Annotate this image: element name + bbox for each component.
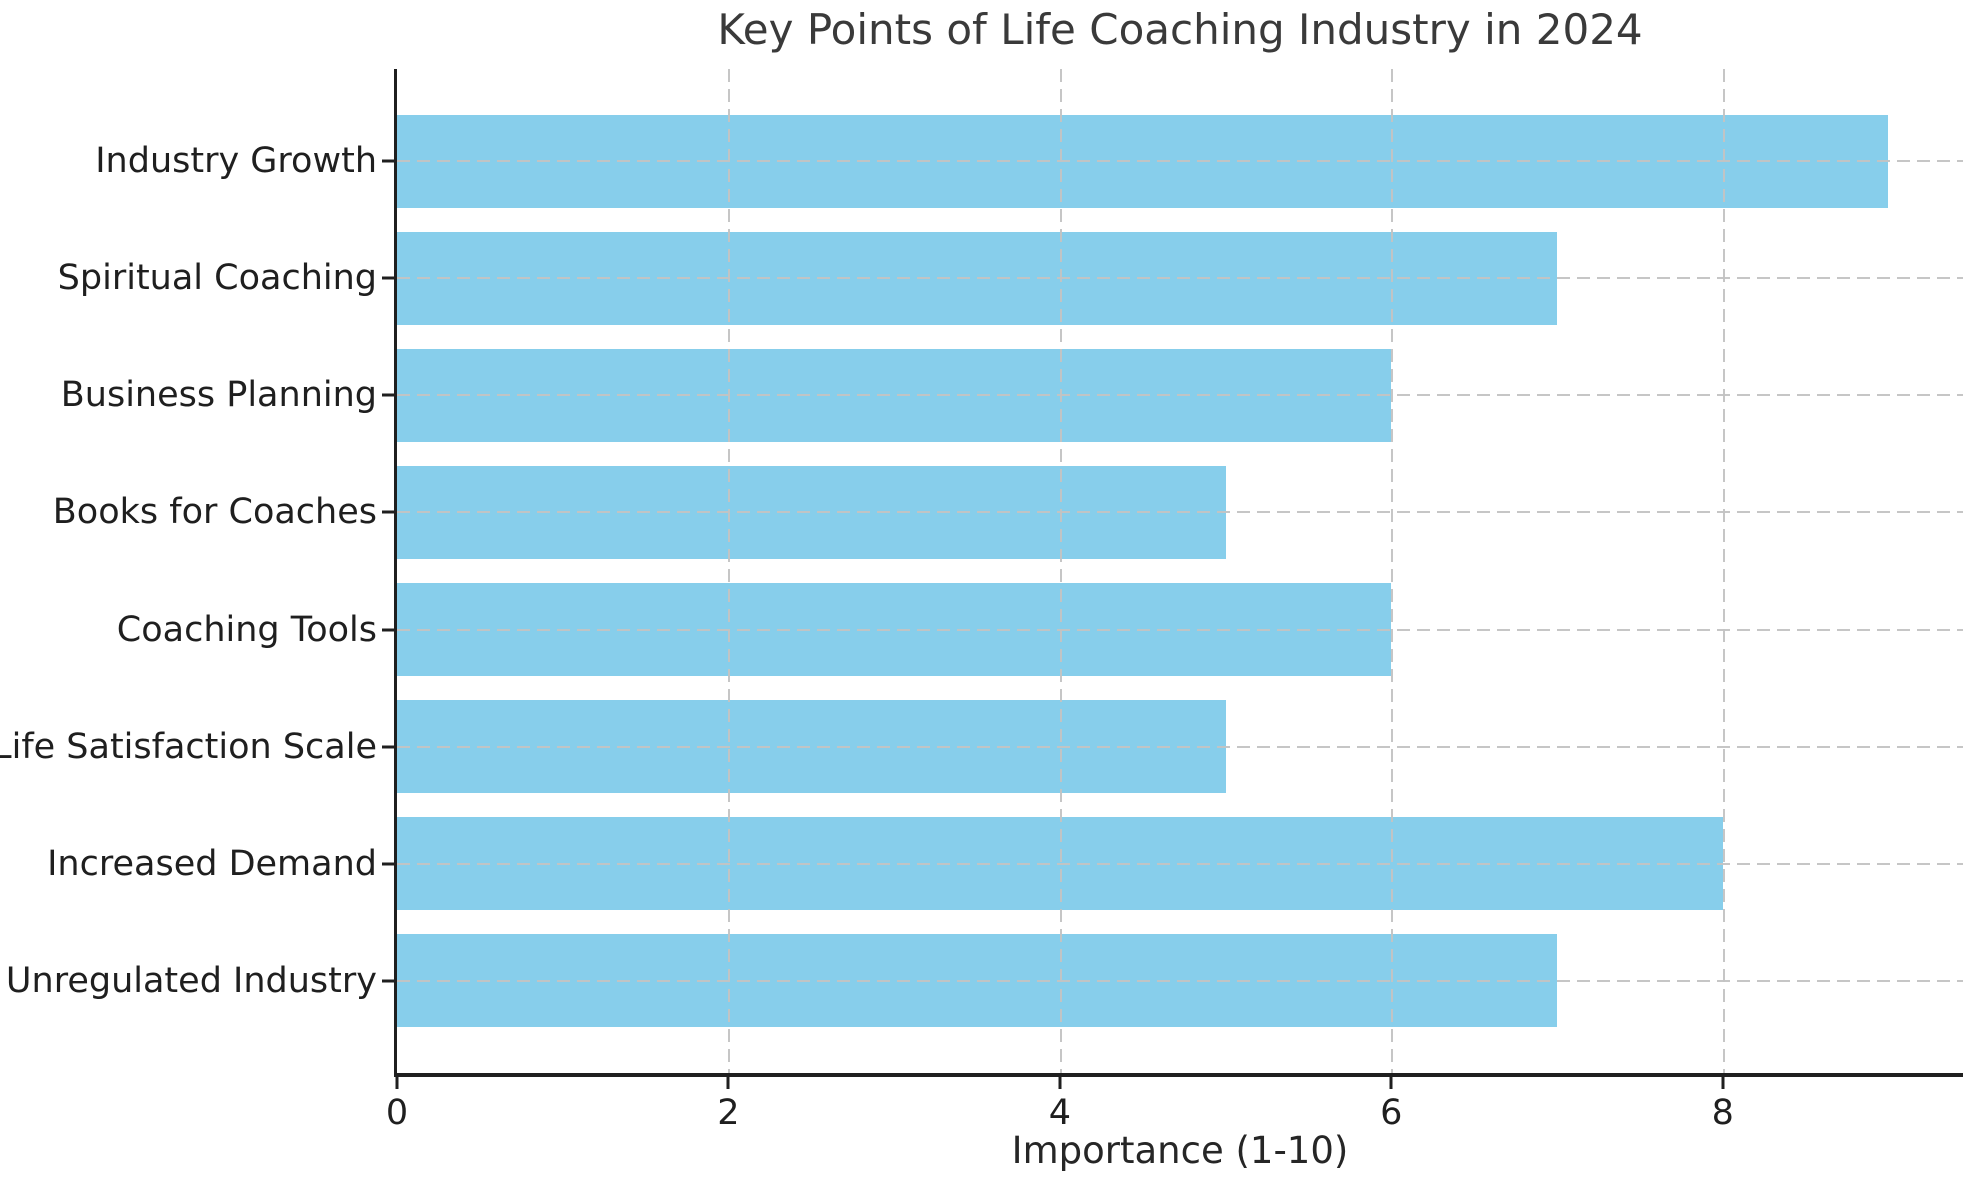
x-axis-label: Importance (1-10) [1011, 1129, 1349, 1172]
y-tick-label: Industry Growth [95, 141, 377, 182]
x-tick-mark [1058, 1077, 1062, 1089]
horizontal-gridline [397, 628, 1963, 631]
x-tick-label: 2 [717, 1093, 740, 1133]
plot-area: Key Points of Life Coaching Industry in … [0, 5, 1963, 1172]
x-tick-mark [395, 1077, 399, 1089]
horizontal-gridline [397, 160, 1963, 163]
x-tick-label: 6 [1380, 1093, 1403, 1133]
x-axis-spine [394, 1073, 1963, 1077]
y-tick-label: Business Planning [60, 375, 377, 416]
x-tick-label: 0 [385, 1093, 409, 1133]
y-tick-label: Life Satisfaction Scale [0, 726, 377, 767]
horizontal-gridline [397, 979, 1963, 982]
x-tick-label: 8 [1711, 1093, 1734, 1133]
y-tick-mark [382, 276, 394, 280]
y-tick-mark [382, 745, 394, 749]
vertical-gridline [1391, 69, 1394, 1073]
vertical-gridline [728, 69, 731, 1073]
horizontal-gridline [397, 745, 1963, 748]
y-tick-mark [382, 979, 394, 983]
x-tick-mark [1721, 1077, 1725, 1089]
y-tick-label: Books for Coaches [52, 492, 377, 533]
y-tick-label: Increased Demand [47, 843, 377, 884]
chart-title: Key Points of Life Coaching Industry in … [717, 5, 1643, 54]
x-tick-label: 4 [1048, 1093, 1071, 1133]
y-tick-mark [382, 862, 394, 866]
y-tick-label: Unregulated Industry [5, 960, 377, 1001]
vertical-gridline [1059, 69, 1062, 1073]
vertical-gridline [1722, 69, 1725, 1073]
y-tick-mark [382, 159, 394, 163]
y-tick-label: Coaching Tools [116, 609, 377, 650]
horizontal-gridline [397, 394, 1963, 397]
horizontal-gridline [397, 862, 1963, 865]
y-tick-mark [382, 628, 394, 631]
y-tick-mark [382, 393, 394, 397]
x-tick-mark [726, 1077, 730, 1089]
y-tick-label: Spiritual Coaching [57, 258, 377, 299]
horizontal-gridline [397, 277, 1963, 280]
y-tick-mark [382, 510, 394, 514]
x-tick-mark [1389, 1077, 1393, 1089]
y-axis-spine [394, 69, 397, 1077]
horizontal-gridline [397, 511, 1963, 514]
